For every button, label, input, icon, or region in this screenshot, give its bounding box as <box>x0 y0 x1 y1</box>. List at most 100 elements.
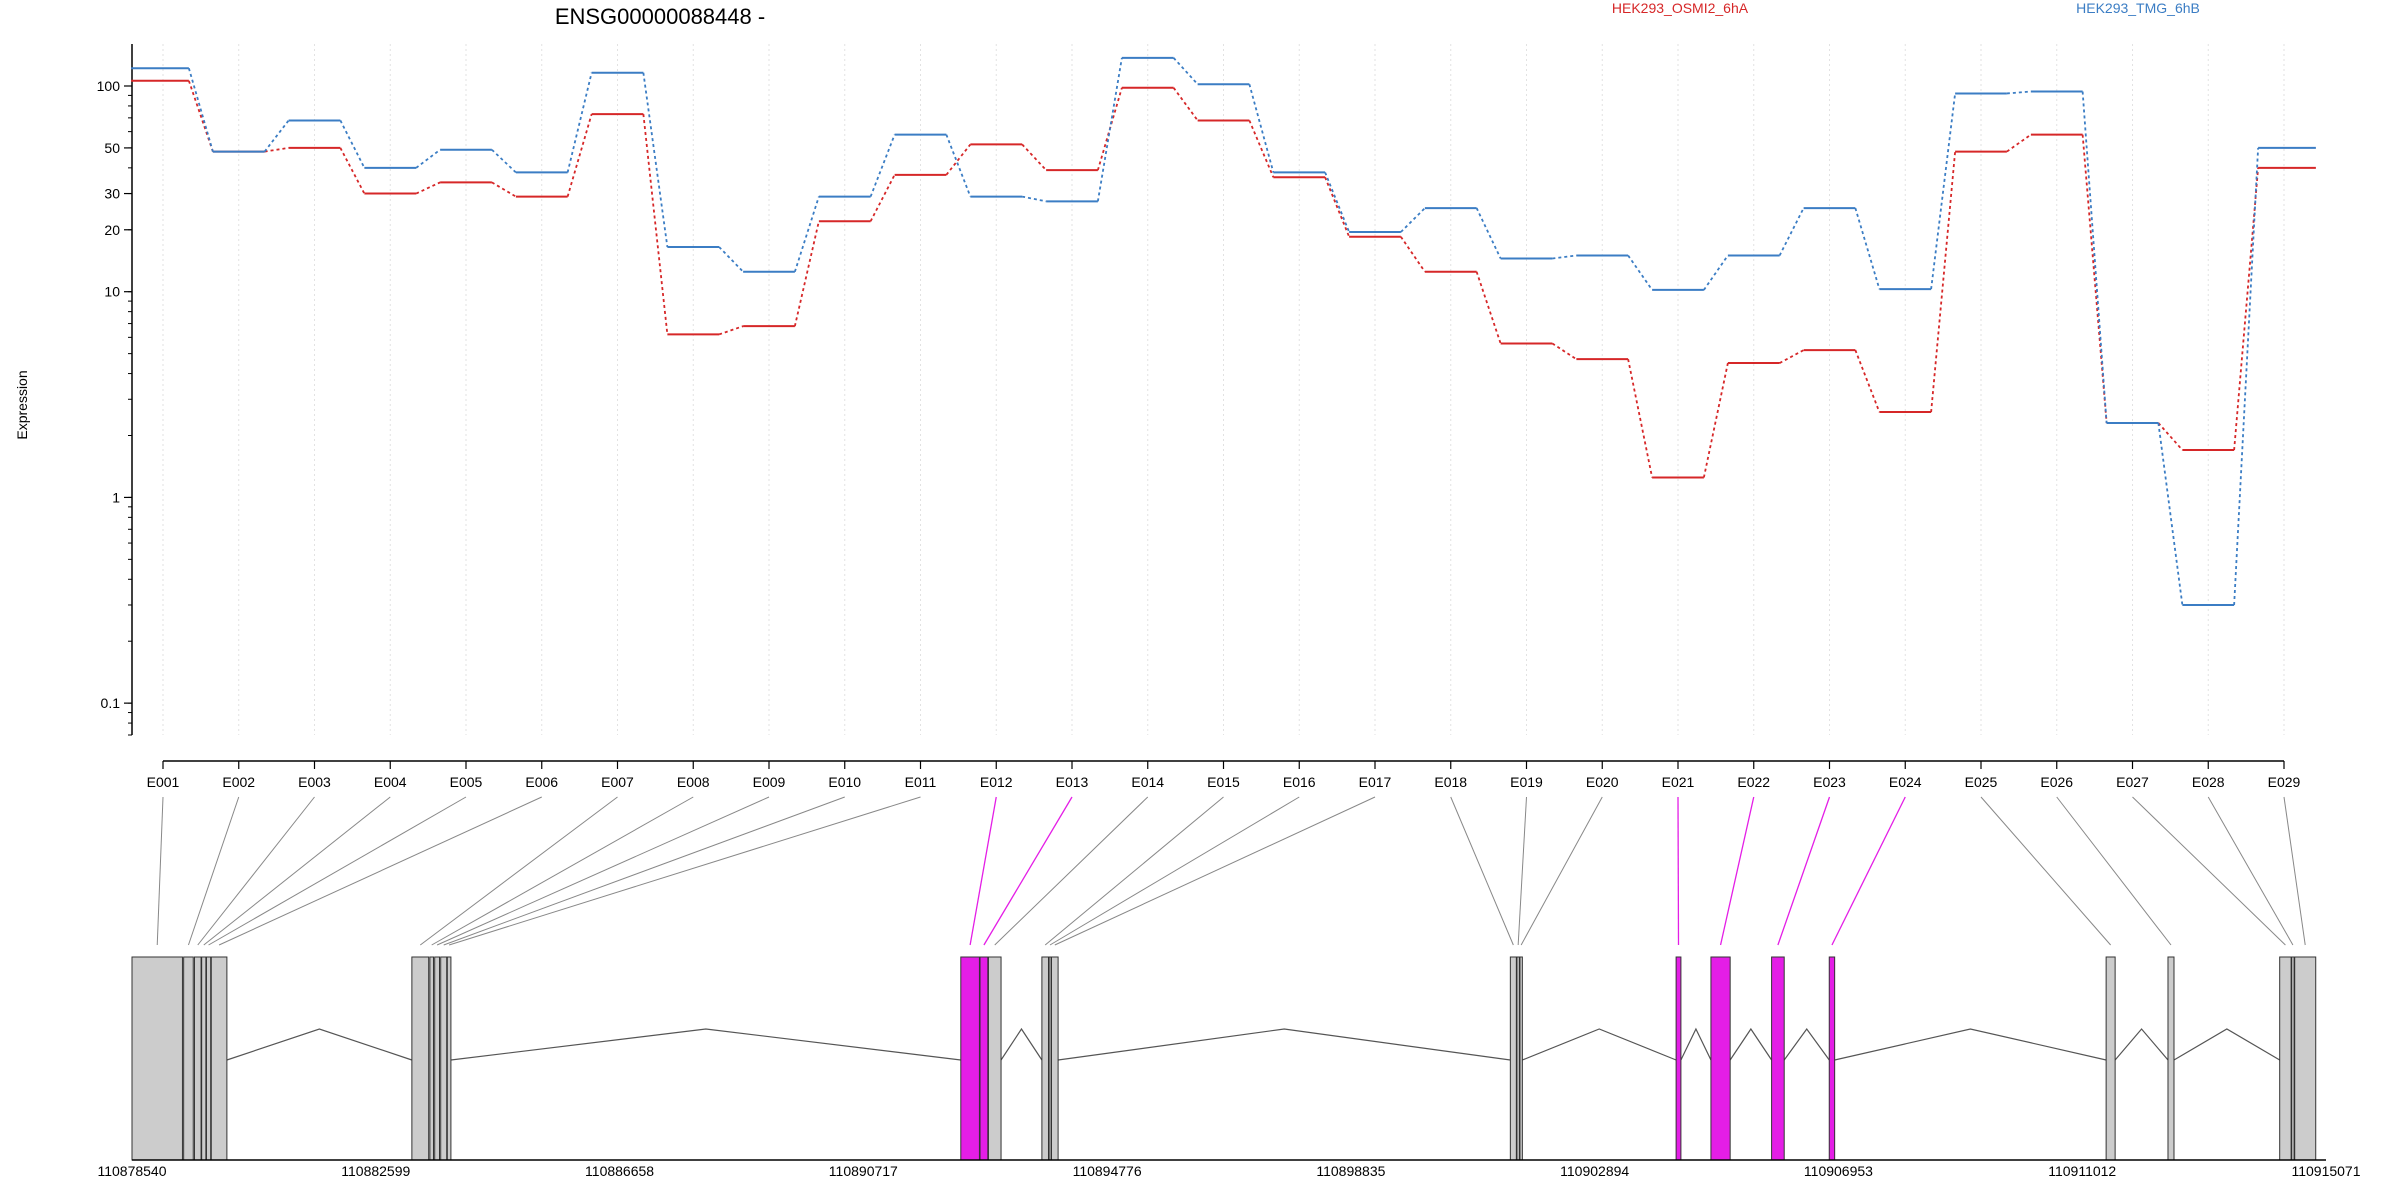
connector-E026 <box>2056 796 2172 946</box>
intron <box>1783 1027 1830 1061</box>
series-transition <box>2157 422 2184 451</box>
series-transition <box>264 147 289 153</box>
exon-E011 <box>446 956 452 1161</box>
intron <box>2114 1028 2169 1061</box>
connector-E012 <box>969 796 997 946</box>
exon-E022 <box>1710 956 1731 1161</box>
series-transition <box>2233 167 2260 451</box>
series-transition <box>1702 362 1729 478</box>
connector-E018 <box>1450 796 1514 946</box>
connector-E007 <box>419 796 618 946</box>
x-tick-label: E020 <box>1586 774 1619 790</box>
series-transition <box>1021 143 1047 171</box>
intron <box>1729 1027 1773 1061</box>
series-transition <box>2157 422 2184 606</box>
connector-E017 <box>1054 796 1376 946</box>
series-transition <box>339 120 366 169</box>
series-transition <box>794 196 820 273</box>
series-transition <box>1551 342 1577 360</box>
intron <box>450 1028 961 1061</box>
series-transition <box>491 149 517 174</box>
exon-E028 <box>2291 956 2295 1161</box>
connector-E006 <box>218 796 542 946</box>
exon-E024 <box>1828 956 1836 1161</box>
series-transition <box>642 114 669 335</box>
legend-entry-tmg: HEK293_TMG_6hB <box>2076 0 2200 16</box>
connector-E004 <box>203 796 391 946</box>
series-transition <box>415 149 441 169</box>
series-lines <box>131 56 2316 606</box>
x-tick-label: E002 <box>222 774 255 790</box>
x-tick-label: E011 <box>905 774 937 790</box>
x-tick-label: E019 <box>1510 774 1543 790</box>
connector-E022 <box>1719 796 1755 946</box>
y-axis: 0.1 1 10 20 30 50 100 <box>97 44 133 736</box>
connector-E010 <box>443 796 845 946</box>
genomic-tick-label: 110902894 <box>1560 1163 1629 1179</box>
x-tick-label: E015 <box>1207 774 1240 790</box>
exon-E004 <box>201 956 207 1161</box>
x-tick-label: E009 <box>753 774 786 790</box>
series-transition <box>566 113 593 197</box>
genomic-tick-label: 110911012 <box>2048 1163 2116 1179</box>
exon-E026 <box>2167 956 2175 1161</box>
connector-E020 <box>1520 796 1603 946</box>
connector-E019 <box>1517 796 1527 946</box>
series-transition <box>1627 254 1653 291</box>
series-transition <box>1475 207 1502 259</box>
x-tick-label: E022 <box>1737 774 1770 790</box>
series-transition <box>1172 57 1199 85</box>
intron <box>1058 1028 1511 1061</box>
series-transition <box>491 181 517 198</box>
connector-E013 <box>983 796 1073 946</box>
x-tick-label: E010 <box>828 774 861 790</box>
connector-E003 <box>197 796 315 946</box>
exon-E013 <box>979 956 989 1161</box>
exon-E006 <box>210 956 228 1161</box>
y-tick-label: 50 <box>104 140 120 156</box>
y-tick-label: 0.1 <box>101 695 121 711</box>
series-transition <box>2233 147 2260 606</box>
x-tick-label: E007 <box>601 774 634 790</box>
exon-E014 <box>987 956 1002 1161</box>
series-transition <box>1703 254 1729 291</box>
exon-E010 <box>440 956 448 1161</box>
y-tick-label: 1 <box>112 489 120 505</box>
genomic-tick-label: 110886658 <box>585 1163 654 1179</box>
series-transition <box>415 181 441 195</box>
x-tick-label: E029 <box>2268 774 2301 790</box>
chart-title: ENSG00000088448 - <box>555 4 765 29</box>
series-transition <box>1475 271 1502 344</box>
series-transition <box>1854 349 1881 413</box>
connector-E014 <box>994 796 1149 946</box>
connector-E005 <box>208 796 467 946</box>
y-tick-label: 100 <box>97 78 121 94</box>
series-transition <box>1627 358 1654 478</box>
series-transition <box>945 143 972 176</box>
connector-E021 <box>1677 796 1680 946</box>
genomic-tick-label: 110890717 <box>829 1163 898 1179</box>
genomic-tick-label: 110898835 <box>1316 1163 1385 1179</box>
x-tick-label: E021 <box>1662 774 1695 790</box>
gene-model <box>131 956 2317 1161</box>
exon-E001 <box>131 956 183 1161</box>
exon-E008 <box>429 956 434 1161</box>
x-tick-label: E017 <box>1359 774 1392 790</box>
exon-E021 <box>1675 956 1682 1161</box>
x-tick-label: E008 <box>677 774 710 790</box>
series-transition <box>642 72 669 248</box>
connector-E024 <box>1831 796 1906 946</box>
series-transition <box>263 119 290 153</box>
x-tick-label: E013 <box>1056 774 1089 790</box>
connector-E001 <box>156 796 164 946</box>
series-transition <box>1552 254 1577 260</box>
x-tick-label: E023 <box>1813 774 1846 790</box>
exon-E016 <box>1048 956 1052 1161</box>
exon-E002 <box>183 956 194 1161</box>
x-tick-label: E027 <box>2116 774 2149 790</box>
connector-E025 <box>1980 796 2112 946</box>
series-transition <box>188 80 214 152</box>
genomic-tick-label: 110915071 <box>2291 1163 2360 1179</box>
exon-E029 <box>2294 956 2317 1161</box>
